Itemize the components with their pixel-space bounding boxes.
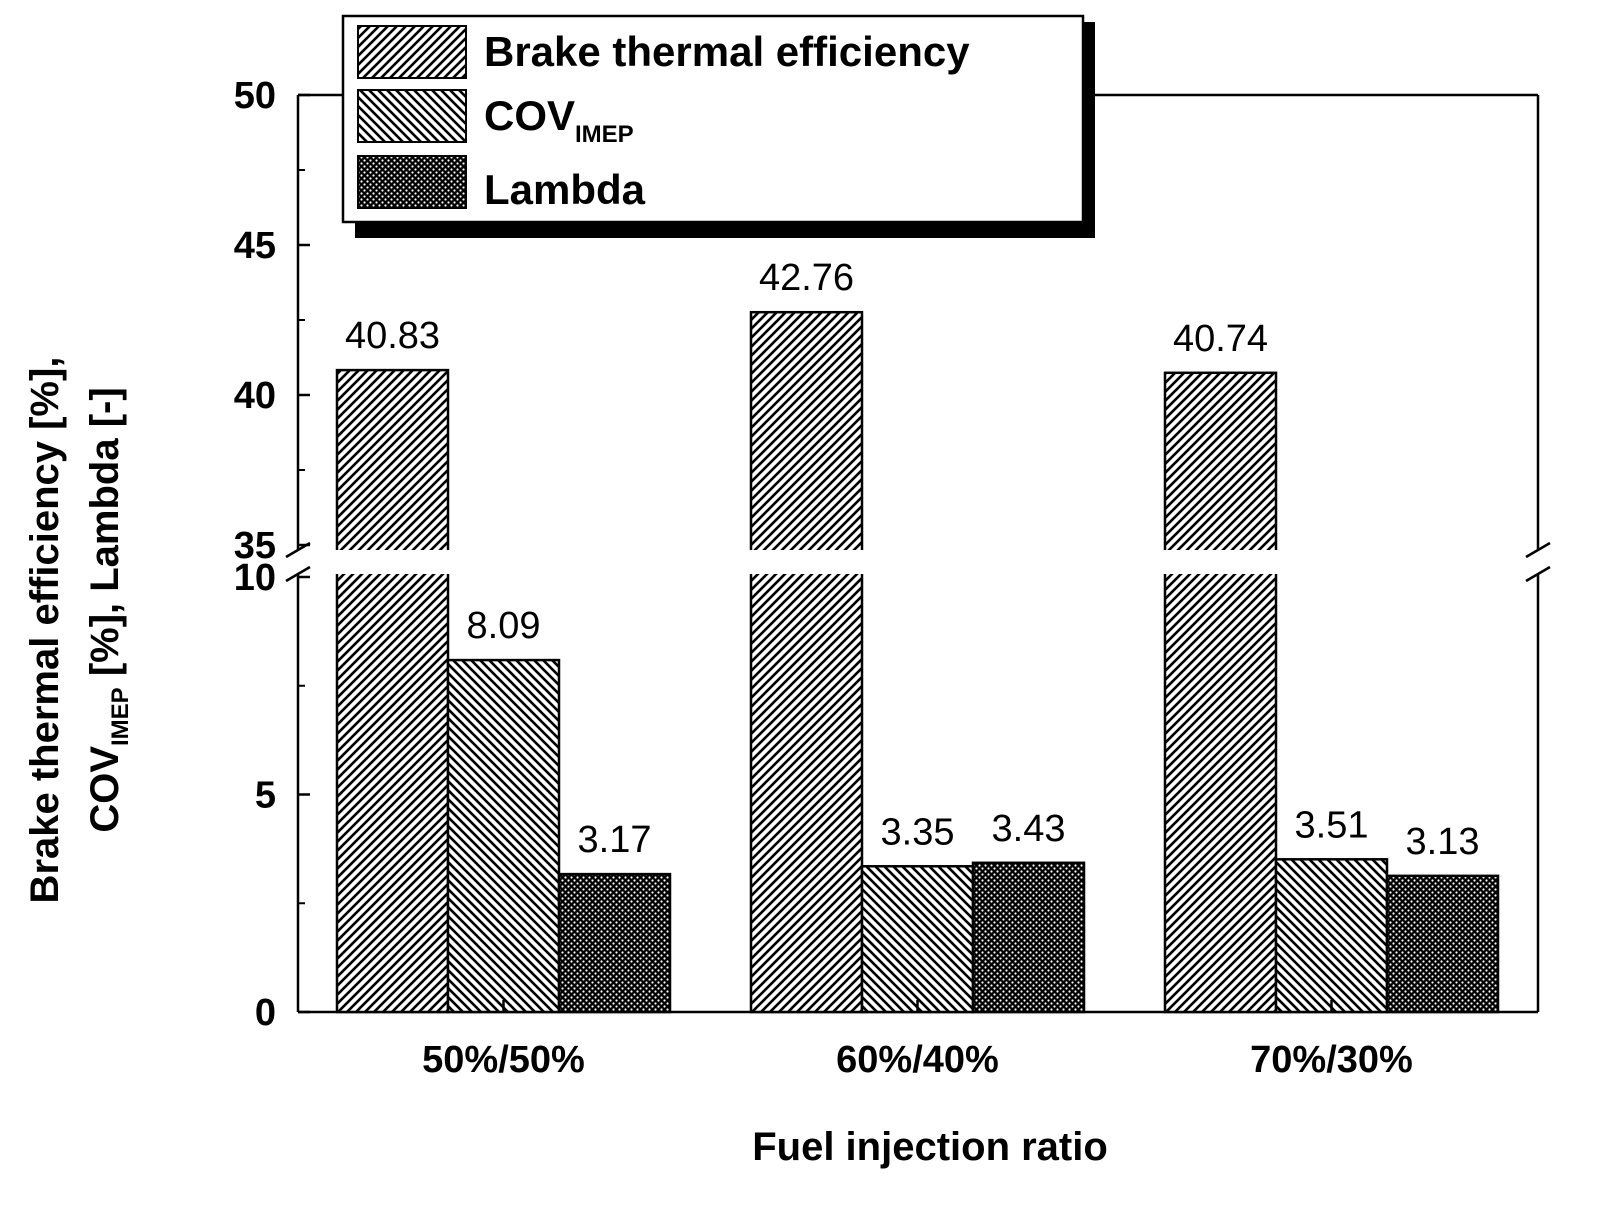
category-label-3: 70%/30% — [1250, 1039, 1413, 1081]
value-label-lambda-2: 3.43 — [992, 808, 1066, 850]
bar-cov-3 — [1274, 858, 1389, 1014]
bar-lambda-2 — [971, 861, 1086, 1014]
value-label-bte-3: 40.74 — [1173, 318, 1268, 360]
value-label-lambda-1: 3.17 — [578, 819, 652, 861]
legend: Brake thermal efficiency COVIMEP Lambda — [341, 14, 1095, 238]
legend-label-bte: Brake thermal efficiency — [484, 28, 970, 75]
legend-label-lambda: Lambda — [484, 166, 646, 213]
bars-group — [285, 310, 1551, 1014]
y-tick-label-45: 45 — [234, 225, 276, 267]
bar-bte-2 — [749, 310, 864, 1014]
y-tick-label-5: 5 — [255, 775, 276, 817]
value-labels-group: 40.83 8.09 3.17 42.76 3.35 3.43 40.74 3.51 3.13 — [345, 257, 1480, 863]
bar-cov-2 — [860, 865, 975, 1014]
category-label-2: 60%/40% — [836, 1039, 999, 1081]
axis-break-gap — [302, 550, 1534, 574]
bar-bte-3 — [1163, 371, 1278, 1014]
value-label-bte-1: 40.83 — [345, 315, 440, 357]
value-label-cov-2: 3.35 — [881, 811, 955, 853]
break-mark-right-2 — [1525, 565, 1551, 583]
category-label-1: 50%/50% — [422, 1039, 585, 1081]
category-labels-group: 50%/50% 60%/40% 70%/30% — [422, 1039, 1413, 1081]
value-label-cov-3: 3.51 — [1295, 804, 1369, 846]
legend-swatch-lambda — [357, 155, 467, 209]
x-axis-title: Fuel injection ratio — [752, 1125, 1108, 1169]
break-mark-left-2 — [285, 565, 311, 583]
legend-label-cov: COVIMEP — [484, 92, 634, 148]
bar-lambda-1 — [557, 872, 672, 1014]
y-tick-label-40: 40 — [234, 375, 276, 417]
bar-cov-1 — [446, 658, 561, 1014]
y-tick-label-0: 0 — [255, 992, 276, 1034]
bar-lambda-3 — [1385, 874, 1500, 1014]
value-label-bte-2: 42.76 — [759, 257, 854, 299]
legend-swatch-bte — [357, 25, 467, 79]
y-tick-label-35: 35 — [234, 525, 276, 567]
y-tick-label-10: 10 — [234, 557, 276, 599]
y-axis-title-line2: COVIMEP [%], Lambda [-] — [83, 387, 134, 832]
value-label-cov-1: 8.09 — [467, 605, 541, 647]
value-label-lambda-3: 3.13 — [1406, 821, 1480, 863]
y-axis-title-line1: Brake thermal efficiency [%], — [23, 357, 67, 904]
bar-bte-1 — [335, 368, 450, 1014]
y-tick-label-50: 50 — [234, 75, 276, 117]
break-mark-right-1 — [1525, 541, 1551, 559]
legend-swatch-cov — [357, 89, 467, 143]
